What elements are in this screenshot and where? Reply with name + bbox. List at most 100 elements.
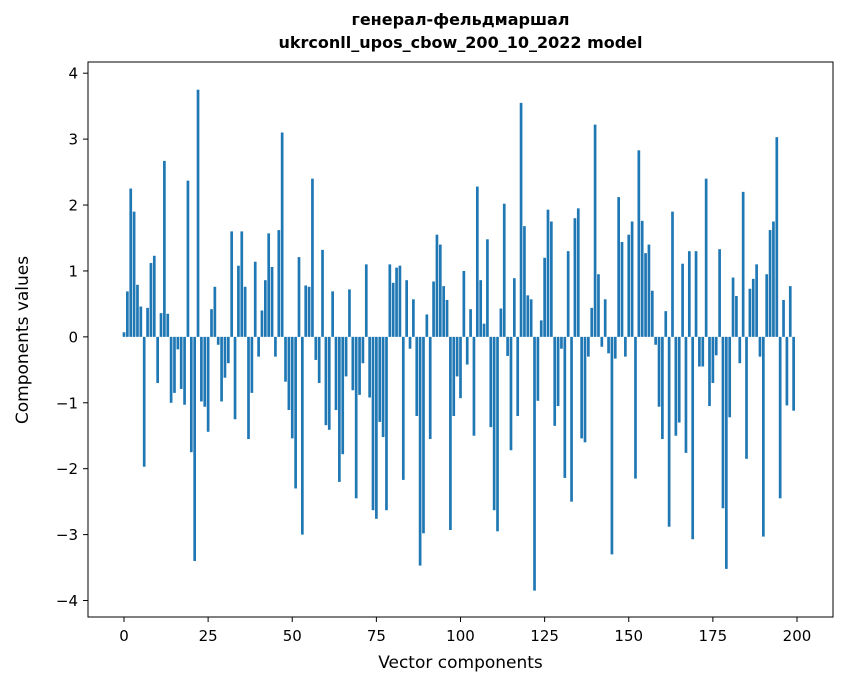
bar	[136, 284, 139, 337]
bar	[496, 336, 499, 532]
bar	[512, 278, 516, 337]
x-tick-label: 150	[614, 627, 643, 645]
bar	[627, 234, 631, 337]
bar	[630, 221, 634, 337]
bar	[553, 336, 557, 426]
bar	[529, 299, 533, 337]
bar	[408, 336, 412, 349]
y-axis-label: Components values	[13, 255, 33, 425]
bar	[755, 264, 758, 337]
bar	[570, 336, 573, 502]
bar	[489, 336, 493, 428]
bar	[324, 336, 328, 426]
bar	[428, 336, 432, 440]
bar	[260, 310, 264, 337]
bar	[364, 264, 368, 337]
bar	[758, 336, 762, 357]
bar	[741, 191, 745, 337]
bar	[765, 274, 769, 337]
bar	[216, 336, 220, 345]
bar	[203, 336, 207, 407]
bar	[593, 124, 597, 337]
bar	[351, 336, 355, 391]
bar	[792, 336, 795, 411]
x-tick-label: 25	[199, 627, 218, 645]
bar	[146, 307, 149, 337]
bar	[129, 188, 133, 337]
bar	[243, 286, 247, 337]
bar	[176, 336, 180, 350]
bar	[482, 323, 486, 337]
bar	[782, 299, 785, 337]
bar	[701, 336, 705, 367]
x-tick-label: 200	[783, 627, 812, 645]
bar	[445, 299, 449, 337]
bar	[173, 336, 176, 393]
bar	[775, 137, 779, 337]
bar	[210, 309, 213, 337]
bar	[519, 102, 523, 337]
bar	[189, 336, 193, 453]
bar	[506, 336, 509, 356]
bar	[610, 336, 614, 555]
bar	[560, 336, 563, 349]
bar	[327, 336, 331, 430]
bar	[523, 226, 526, 337]
bar	[237, 265, 240, 337]
bar	[684, 336, 688, 453]
bar	[624, 336, 627, 357]
bar	[368, 336, 371, 398]
bar	[724, 336, 728, 569]
y-tick-label: −1	[56, 394, 78, 412]
bar	[681, 263, 684, 337]
bar	[348, 289, 351, 337]
bar	[435, 234, 439, 337]
bar	[196, 89, 200, 337]
bar	[677, 336, 681, 423]
bar	[536, 336, 540, 401]
bar	[768, 230, 772, 337]
bar	[647, 244, 651, 337]
bar	[142, 336, 146, 467]
bar	[509, 336, 513, 451]
bar	[721, 336, 725, 509]
bar	[425, 314, 429, 337]
bar	[698, 336, 701, 367]
bar	[580, 336, 583, 439]
bar	[169, 336, 173, 403]
bar	[287, 336, 291, 411]
bar	[341, 336, 345, 455]
bar	[395, 267, 398, 337]
bar	[388, 264, 392, 337]
bar	[126, 291, 129, 337]
bar	[422, 336, 425, 534]
bar	[644, 253, 647, 337]
bar	[661, 336, 664, 440]
bar	[671, 211, 674, 337]
bar	[122, 332, 126, 337]
bar	[600, 336, 604, 347]
bar	[617, 197, 620, 337]
bar	[550, 221, 553, 337]
bar	[186, 180, 190, 337]
bar	[539, 320, 543, 337]
bar	[576, 208, 580, 337]
y-tick-label: 0	[68, 328, 78, 346]
bar	[331, 291, 334, 337]
bar	[253, 261, 257, 337]
bar	[556, 336, 560, 407]
bar	[378, 336, 382, 422]
bar	[179, 336, 183, 389]
bar	[250, 336, 254, 393]
bar	[344, 336, 348, 377]
bar	[405, 280, 408, 337]
bar	[290, 336, 294, 439]
bar	[375, 336, 378, 519]
bar	[526, 295, 530, 337]
bar	[371, 336, 375, 511]
bar	[778, 336, 782, 499]
bar	[206, 336, 210, 432]
bar	[762, 336, 765, 537]
x-tick-label: 125	[530, 627, 559, 645]
bar	[223, 336, 227, 378]
